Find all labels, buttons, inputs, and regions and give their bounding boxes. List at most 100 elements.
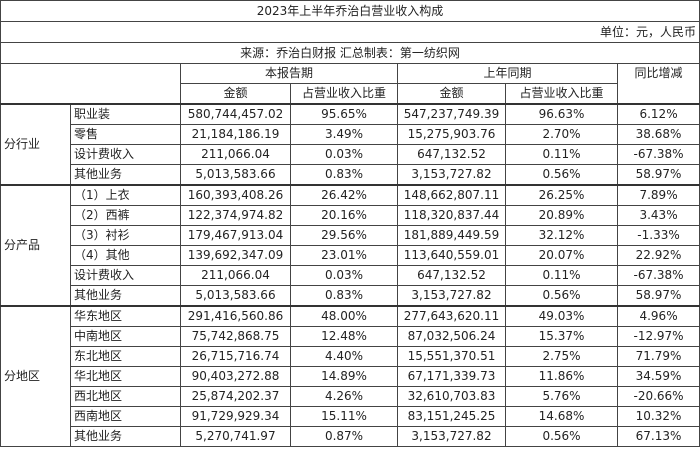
table-row: 设计费收入 211,066.04 0.03% 647,132.52 0.11% -67.3… <box>1 144 700 165</box>
group-label: 分产品 <box>0 184 71 307</box>
table-row: 零售 21,184,186.19 3.49% 15,275,903.76 2.70% 38… <box>1 124 700 145</box>
table-row: 中南地区 75,742,868.75 12.48% 87,032,506.24 15.3… <box>1 326 700 347</box>
yoy-cell: -20.66% <box>616 386 700 407</box>
yoy-cell: 71.79% <box>616 346 700 367</box>
yoy-cell: 6.12% <box>616 103 700 125</box>
yoy-cell: 38.68% <box>616 124 700 145</box>
row-category: （1）上衣 <box>70 184 181 206</box>
yoy-cell: -1.33% <box>616 225 700 246</box>
prev-share-cell: 0.11% <box>505 144 618 165</box>
source-note: 来源：乔治白财报 汇总制表：第一纺织网 <box>0 42 700 64</box>
table-row: 其他业务 5,013,583.66 0.83% 3,153,727.82 0.56% 58… <box>1 164 700 186</box>
row-category: 其他业务 <box>70 285 181 307</box>
row-category: 西北地区 <box>70 386 181 407</box>
prev-share-cell: 5.76% <box>505 386 618 407</box>
table-row: 东北地区 26,715,716.74 4.40% 15,551,370.51 2.75%… <box>1 346 700 367</box>
cur-share-cell: 95.65% <box>290 103 398 125</box>
table-row: 分行业 职业装 580,744,457.02 95.65% 547,237,749.39… <box>0 103 700 186</box>
prev-amount-cell: 113,640,559.01 <box>397 245 506 266</box>
yoy-cell: 10.32% <box>616 406 700 427</box>
cur-share-cell: 23.01% <box>290 245 398 266</box>
header-blank <box>0 63 181 105</box>
table-row: 分产品 （1）上衣 160,393,408.26 26.42% 148,662,807.… <box>0 184 700 307</box>
cur-amount-cell: 139,692,347.09 <box>180 245 291 266</box>
cur-amount-cell: 122,374,974.82 <box>180 205 291 226</box>
cur-amount-cell: 91,729,929.34 <box>180 406 291 427</box>
cur-amount-cell: 25,874,202.37 <box>180 386 291 407</box>
prev-amount-cell: 87,032,506.24 <box>397 326 506 347</box>
yoy-cell: -12.97% <box>616 326 700 347</box>
header-cur-share: 占营业收入比重 <box>290 83 398 105</box>
prev-share-cell: 2.75% <box>505 346 618 367</box>
prev-amount-cell: 3,153,727.82 <box>397 285 506 307</box>
header-yoy: 同比增减 <box>616 63 700 105</box>
prev-amount-cell: 32,610,703.83 <box>397 386 506 407</box>
prev-share-cell: 96.63% <box>505 103 618 125</box>
prev-amount-cell: 83,151,245.25 <box>397 406 506 427</box>
row-category: 其他业务 <box>70 426 181 447</box>
prev-amount-cell: 181,889,449.59 <box>397 225 506 246</box>
prev-amount-cell: 118,320,837.44 <box>397 205 506 226</box>
prev-amount-cell: 647,132.52 <box>397 265 506 286</box>
cur-share-cell: 0.83% <box>290 164 398 186</box>
yoy-cell: 58.97% <box>616 285 700 307</box>
cur-amount-cell: 160,393,408.26 <box>180 184 291 206</box>
cur-share-cell: 4.40% <box>290 346 398 367</box>
row-category: 职业装 <box>70 103 181 125</box>
yoy-cell: -67.38% <box>616 144 700 165</box>
prev-share-cell: 49.03% <box>505 305 618 327</box>
row-category: 华东地区 <box>70 305 181 327</box>
header-prev-share: 占营业收入比重 <box>505 83 618 105</box>
yoy-cell: 3.43% <box>616 205 700 226</box>
prev-share-cell: 0.56% <box>505 164 618 186</box>
header-prev-amount: 金额 <box>397 83 506 105</box>
prev-amount-cell: 3,153,727.82 <box>397 164 506 186</box>
prev-amount-cell: 15,551,370.51 <box>397 346 506 367</box>
prev-share-cell: 0.56% <box>505 426 618 447</box>
group-label: 分地区 <box>0 305 71 447</box>
cur-share-cell: 48.00% <box>290 305 398 327</box>
table-title: 2023年上半年乔治白营业收入构成 <box>0 0 700 22</box>
table-row: 西北地区 25,874,202.37 4.26% 32,610,703.83 5.76%… <box>1 386 700 407</box>
cur-share-cell: 26.42% <box>290 184 398 206</box>
table-row: 其他业务 5,270,741.97 0.87% 3,153,727.82 0.56% 67… <box>1 426 700 447</box>
header-last-year-period: 上年同期 <box>397 63 618 84</box>
table-row: 西南地区 91,729,929.34 15.11% 83,151,245.25 14.6… <box>1 406 700 427</box>
cur-amount-cell: 211,066.04 <box>180 144 291 165</box>
row-category: 东北地区 <box>70 346 181 367</box>
cur-amount-cell: 5,270,741.97 <box>180 426 291 447</box>
table-row: 其他业务 5,013,583.66 0.83% 3,153,727.82 0.56% 58… <box>1 285 700 307</box>
prev-share-cell: 0.11% <box>505 265 618 286</box>
prev-share-cell: 26.25% <box>505 184 618 206</box>
table-row: （3）衬衫 179,467,913.04 29.56% 181,889,449.59 3… <box>1 225 700 246</box>
row-category: 中南地区 <box>70 326 181 347</box>
unit-note: 单位：元，人民币 <box>0 21 700 43</box>
yoy-cell: -67.38% <box>616 265 700 286</box>
prev-share-cell: 15.37% <box>505 326 618 347</box>
prev-share-cell: 11.86% <box>505 366 618 387</box>
prev-share-cell: 32.12% <box>505 225 618 246</box>
yoy-cell: 58.97% <box>616 164 700 186</box>
prev-amount-cell: 277,643,620.11 <box>397 305 506 327</box>
row-category: 其他业务 <box>70 164 181 186</box>
table-row: （2）西裤 122,374,974.82 20.16% 118,320,837.44 2… <box>1 205 700 226</box>
table-row: （4）其他 139,692,347.09 23.01% 113,640,559.01 2… <box>1 245 700 266</box>
prev-amount-cell: 67,171,339.73 <box>397 366 506 387</box>
cur-share-cell: 0.03% <box>290 144 398 165</box>
row-category: 设计费收入 <box>70 144 181 165</box>
yoy-cell: 4.96% <box>616 305 700 327</box>
yoy-cell: 7.89% <box>616 184 700 206</box>
cur-amount-cell: 291,416,560.86 <box>180 305 291 327</box>
table-row: 设计费收入 211,066.04 0.03% 647,132.52 0.11% -67.3… <box>1 265 700 286</box>
header-current-period: 本报告期 <box>180 63 398 84</box>
cur-share-cell: 12.48% <box>290 326 398 347</box>
prev-amount-cell: 3,153,727.82 <box>397 426 506 447</box>
prev-share-cell: 20.07% <box>505 245 618 266</box>
prev-share-cell: 20.89% <box>505 205 618 226</box>
cur-share-cell: 4.26% <box>290 386 398 407</box>
row-category: 设计费收入 <box>70 265 181 286</box>
cur-share-cell: 14.89% <box>290 366 398 387</box>
cur-share-cell: 15.11% <box>290 406 398 427</box>
prev-share-cell: 14.68% <box>505 406 618 427</box>
cur-amount-cell: 5,013,583.66 <box>180 285 291 307</box>
